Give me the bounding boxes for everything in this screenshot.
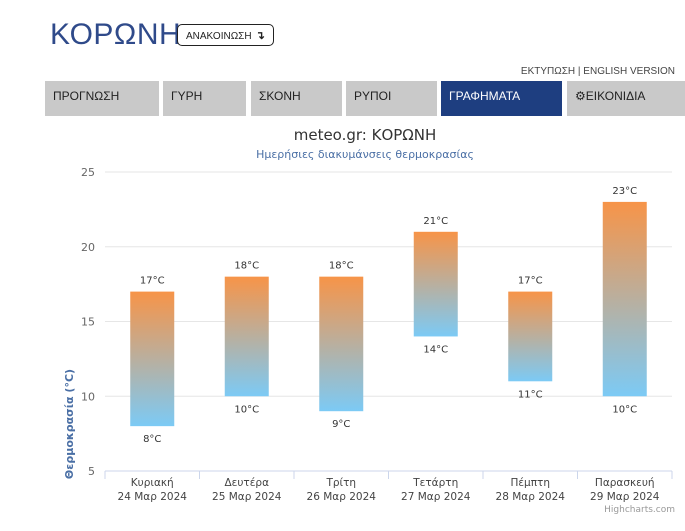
tab-forecast-label: ΠΡΟΓΝΩΣΗ (53, 89, 120, 103)
temperature-bar[interactable] (130, 291, 175, 427)
low-temp-label: 8°C (143, 434, 161, 445)
temperature-bar[interactable] (508, 291, 553, 382)
high-temp-label: 18°C (329, 261, 354, 272)
high-temp-label: 17°C (518, 276, 543, 287)
low-temp-label: 10°C (612, 404, 637, 415)
temperature-bar[interactable] (413, 231, 458, 337)
x-tick-day-label: Πέμπτη (510, 477, 550, 489)
temperature-bar[interactable] (602, 201, 647, 397)
y-tick-label: 15 (81, 316, 95, 329)
high-temp-label: 21°C (423, 216, 448, 227)
tab-pollen[interactable]: ΓΥΡΗ (163, 81, 246, 116)
tab-pollen-label: ΓΥΡΗ (171, 89, 203, 103)
low-temp-label: 14°C (423, 344, 448, 355)
x-tick-day-label: Κυριακή (131, 477, 174, 489)
x-tick-date-label: 24 Μαρ 2024 (118, 491, 188, 503)
english-version-link[interactable]: ENGLISH VERSION (583, 66, 675, 77)
x-tick-date-label: 29 Μαρ 2024 (590, 491, 660, 503)
x-tick-date-label: 25 Μαρ 2024 (212, 491, 282, 503)
top-links: ΕΚΤΥΠΩΣΗ | ENGLISH VERSION (521, 66, 675, 77)
chart-subtitle: Ημερήσιες διακυμάνσεις θερμοκρασίας (256, 148, 474, 161)
high-temp-label: 17°C (140, 276, 165, 287)
tab-widgets[interactable]: ⚙ΕΙΚΟΝΙΔΙΑ (567, 81, 685, 116)
tab-widgets-label: ΕΙΚΟΝΙΔΙΑ (585, 89, 646, 103)
low-temp-label: 10°C (234, 404, 259, 415)
announcement-label: ΑΝΑΚΟΙΝΩΣΗ (186, 31, 252, 42)
chart-credit[interactable]: Highcharts.com (604, 505, 675, 515)
x-tick-day-label: Τετάρτη (412, 477, 458, 489)
page-title: ΚΟΡΩΝΗ (50, 18, 182, 51)
tab-dust[interactable]: ΣΚΟΝΗ (251, 81, 342, 116)
y-tick-label: 20 (81, 241, 95, 254)
x-tick-date-label: 27 Μαρ 2024 (401, 491, 471, 503)
temperature-bar[interactable] (224, 276, 269, 397)
x-tick-day-label: Παρασκευή (595, 477, 655, 489)
arrow-down-icon: ↴ (255, 30, 265, 42)
announcement-button[interactable]: ΑΝΑΚΟΙΝΩΣΗ ↴ (177, 24, 274, 46)
y-tick-label: 10 (81, 390, 95, 403)
high-temp-label: 23°C (612, 186, 637, 197)
tab-charts[interactable]: ΓΡΑΦΗΜΑΤΑ (441, 81, 562, 116)
x-tick-date-label: 26 Μαρ 2024 (307, 491, 377, 503)
y-tick-label: 25 (81, 166, 95, 179)
y-axis-title: Θερμοκρασία (°C) (63, 369, 76, 479)
tab-pollutants[interactable]: ΡΥΠΟΙ (346, 81, 437, 116)
temperature-chart: meteo.gr: ΚΟΡΩΝΗ Ημερήσιες διακυμάνσεις … (63, 126, 675, 515)
high-temp-label: 18°C (234, 261, 259, 272)
tab-dust-label: ΣΚΟΝΗ (259, 89, 301, 103)
x-tick-day-label: Δευτέρα (224, 477, 269, 489)
tab-charts-label: ΓΡΑΦΗΜΑΤΑ (449, 89, 521, 103)
low-temp-label: 11°C (518, 389, 543, 400)
print-link[interactable]: ΕΚΤΥΠΩΣΗ (520, 66, 576, 77)
low-temp-label: 9°C (332, 419, 350, 430)
tab-forecast[interactable]: ΠΡΟΓΝΩΣΗ (45, 81, 159, 116)
x-tick-date-label: 28 Μαρ 2024 (496, 491, 566, 503)
y-tick-label: 5 (88, 465, 95, 478)
tab-pollutants-label: ΡΥΠΟΙ (354, 89, 392, 103)
temperature-bar[interactable] (319, 276, 364, 412)
x-tick-day-label: Τρίτη (325, 477, 356, 489)
link-separator: | (575, 66, 584, 77)
gear-icon: ⚙ (575, 89, 586, 103)
chart-title: meteo.gr: ΚΟΡΩΝΗ (294, 126, 437, 144)
